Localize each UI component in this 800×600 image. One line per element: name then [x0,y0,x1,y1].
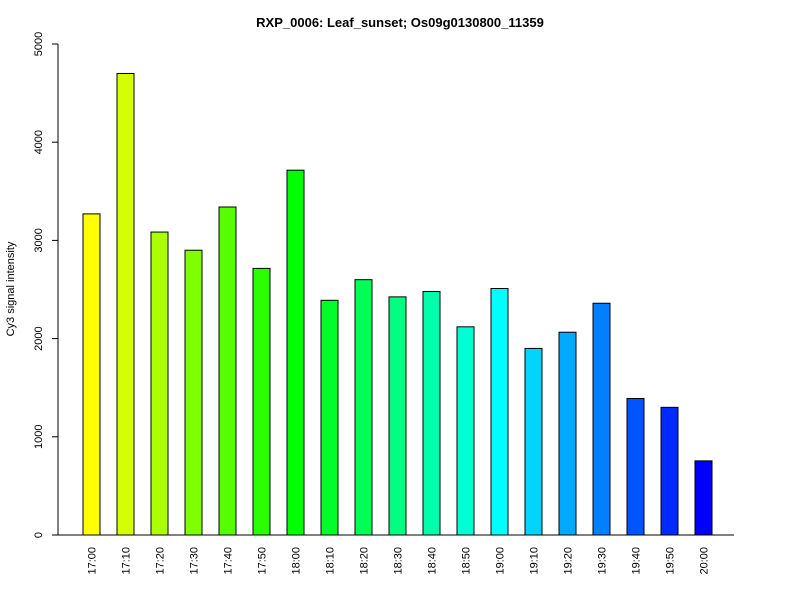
bar-1700 [82,213,101,536]
bars-group [82,72,713,536]
y-tick-label: 1000 [33,425,45,449]
y-tick-label: 2000 [33,326,45,350]
bar-1720 [150,231,169,536]
x-tick-label: 18:10 [325,547,337,575]
bar-1950 [660,406,679,536]
x-tick-label: 19:40 [631,547,643,575]
x-tick-label: 19:50 [665,547,677,575]
bar-1930 [592,302,611,536]
x-tick-label: 17:50 [257,547,269,575]
y-tick-label: 3000 [33,228,45,252]
y-tick-label: 0 [33,532,45,538]
bar-1830 [388,296,407,536]
x-tick-label: 19:10 [529,547,541,575]
bar-1710 [116,72,135,536]
bar-1800 [286,169,305,536]
y-tick-label: 5000 [33,32,45,56]
bar-1910 [524,347,543,536]
y-axis-label: Cy3 signal intensity [5,241,17,336]
x-tick-label: 17:10 [121,547,133,575]
bar-1940 [626,398,645,536]
x-tick-label: 18:50 [461,547,473,575]
x-tick-label: 17:00 [87,547,99,575]
bar-1820 [354,279,373,536]
x-tick-label: 19:30 [597,547,609,575]
x-tick-label: 19:00 [495,547,507,575]
bar-1810 [320,299,339,536]
x-tick-label: 18:00 [291,547,303,575]
x-tick-label: 18:30 [393,547,405,575]
x-tick-label: 19:20 [563,547,575,575]
y-axis: 0 1000 2000 3000 4000 5000 [33,32,59,538]
bar-1740 [218,206,237,536]
bar-1920 [558,331,577,536]
x-tick-label: 18:20 [359,547,371,575]
x-tick-label: 17:40 [223,547,235,575]
x-tick-label: 17:30 [189,547,201,575]
y-tick-label: 4000 [33,130,45,154]
bar-1750 [252,267,271,536]
chart-title: RXP_0006: Leaf_sunset; Os09g0130800_1135… [256,15,544,30]
x-tick-label: 20:00 [699,547,711,575]
bar-1840 [422,290,441,536]
x-tick-label: 18:40 [427,547,439,575]
bar-1900 [490,288,509,536]
bar-1730 [184,249,203,536]
bar-1850 [456,326,475,536]
x-tick-label: 17:20 [155,547,167,575]
bar-2000 [694,460,713,536]
x-axis: 17:00 17:10 17:20 17:30 17:40 17:50 18:00 18:10… [58,534,734,575]
